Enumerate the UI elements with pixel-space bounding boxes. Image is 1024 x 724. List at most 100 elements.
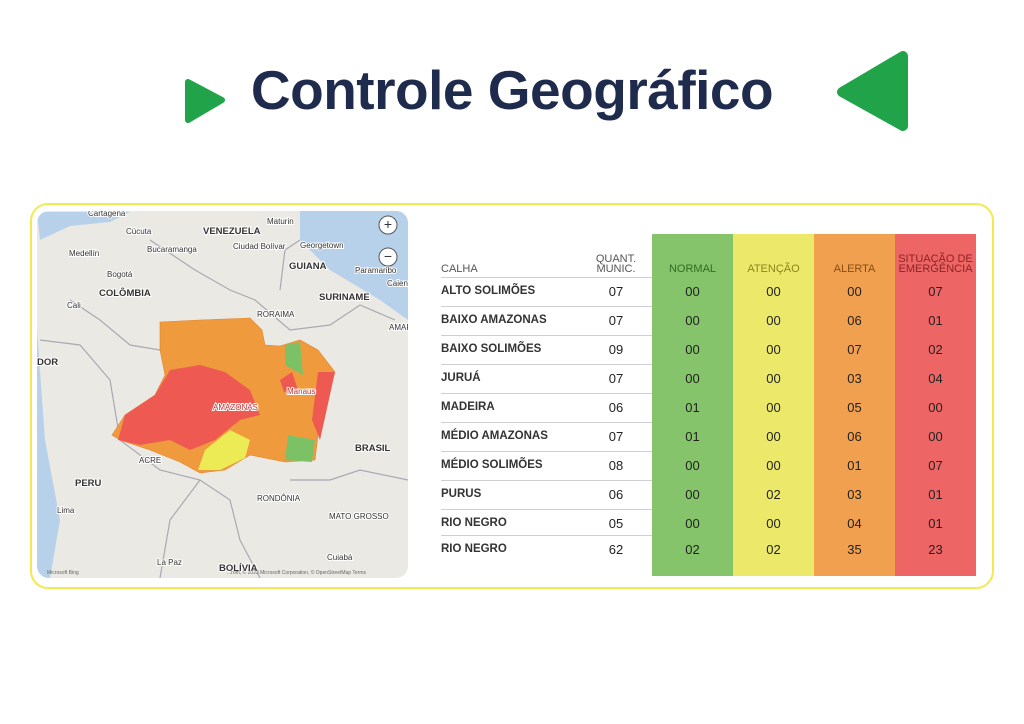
table-cell: 00 xyxy=(685,457,700,473)
map-label: La Paz xyxy=(157,558,182,567)
map-label: Paramaribo xyxy=(355,266,397,275)
row-label: RIO NEGRO xyxy=(441,543,507,555)
map-label: Manaus xyxy=(287,387,315,396)
zoom-in-icon[interactable]: + xyxy=(384,216,392,232)
map-label: RONDÔNIA xyxy=(257,494,301,503)
region-emergencia xyxy=(118,365,260,450)
zoom-out[interactable] xyxy=(378,247,398,267)
ocean xyxy=(300,211,408,320)
column-header: SITUAÇÃO DE EMERGÊNCIA xyxy=(898,253,973,275)
table-cell: 05 xyxy=(608,515,624,531)
table-cell: 00 xyxy=(766,283,781,299)
table-cell: 02 xyxy=(766,486,781,502)
map-shapes xyxy=(37,211,408,578)
ocean xyxy=(37,330,60,578)
panel xyxy=(30,203,994,589)
map-label: Cuiabá xyxy=(327,553,353,562)
row-separator xyxy=(441,422,652,423)
row-label: PURUS xyxy=(441,488,482,500)
column-header: CALHA xyxy=(441,263,478,275)
table-cell: 04 xyxy=(847,515,862,531)
map-attribution[interactable]: ...rom, © 2023 Microsoft Corporation, © … xyxy=(227,569,366,576)
borders xyxy=(39,239,408,578)
table-cell: 35 xyxy=(847,541,862,557)
map-label: Bogotá xyxy=(107,270,133,279)
zoom-out-icon[interactable]: − xyxy=(384,248,392,264)
map-label: Cali xyxy=(67,301,81,310)
table-cell: 07 xyxy=(608,312,624,328)
page-title: Controle Geográfico xyxy=(250,59,774,121)
region-normal xyxy=(285,435,315,462)
data-table: CALHA QUANT. MUNIC. NORMAL ATENÇÃO ALERTA SIT… xyxy=(436,234,977,576)
table-cell: 07 xyxy=(847,341,862,357)
table-cell: 00 xyxy=(766,457,781,473)
map-label: Caiena xyxy=(387,279,408,288)
map-label: Georgetown xyxy=(300,241,344,250)
map-label: PERU xyxy=(75,478,102,489)
table-cell: 00 xyxy=(847,283,862,299)
table-cell: 03 xyxy=(847,370,862,386)
table-cell: 06 xyxy=(847,428,862,444)
map-label: SURINAME xyxy=(319,292,370,303)
table-cell: 07 xyxy=(608,370,624,386)
table-cell: 02 xyxy=(928,341,943,357)
row-separator xyxy=(441,480,652,481)
column-header: ATENÇÃO xyxy=(747,263,800,275)
map-label: VENEZUELA xyxy=(203,226,261,237)
row-separator xyxy=(441,306,652,307)
row-label: RIO NEGRO xyxy=(441,517,507,529)
row-label: MADEIRA xyxy=(441,401,495,413)
zoom-in[interactable] xyxy=(378,215,398,235)
table-cell: 01 xyxy=(928,515,943,531)
map-labels: Cartagena Cúcuta VENEZUELA Maturin Georgetow… xyxy=(37,211,408,575)
table-cell: 01 xyxy=(685,428,700,444)
column-header: NORMAL xyxy=(668,263,717,275)
table-cell: 23 xyxy=(928,541,943,557)
map: Cartagena Cúcuta VENEZUELA Maturin Georgetow… xyxy=(37,211,408,578)
table-cell: 07 xyxy=(608,283,624,299)
status-column xyxy=(814,234,895,576)
status-column xyxy=(895,234,976,576)
ocean xyxy=(37,212,130,240)
region-emergencia xyxy=(312,372,335,440)
row-separator xyxy=(441,364,652,365)
status-column xyxy=(652,234,733,576)
table-cell: 00 xyxy=(685,283,700,299)
row-label: MÉDIO AMAZONAS xyxy=(441,430,548,442)
map-label: AMAZONAS xyxy=(213,403,258,412)
table-cell: 00 xyxy=(685,515,700,531)
row-separator xyxy=(441,393,652,394)
row-separator xyxy=(441,451,652,452)
map-label: Ciudad Bolívar xyxy=(233,242,286,251)
table-cell: 62 xyxy=(608,541,624,557)
arrow-left xyxy=(185,79,225,123)
table-cell: 00 xyxy=(766,341,781,357)
table-cell: 09 xyxy=(608,341,624,357)
row-label: BAIXO SOLIMÕES xyxy=(441,343,542,355)
table-cell: 00 xyxy=(685,486,700,502)
map-label: Medellín xyxy=(69,249,99,258)
table-cell: 07 xyxy=(928,283,943,299)
row-label: JURUÁ xyxy=(441,372,481,384)
table-cell: 07 xyxy=(928,457,943,473)
map-label: BRASIL xyxy=(355,443,391,454)
table-cell: 06 xyxy=(608,399,624,415)
table-cell: 00 xyxy=(685,370,700,386)
table-cell: 07 xyxy=(608,428,624,444)
map-brand: Microsoft Bing xyxy=(47,570,79,576)
table-cell: 00 xyxy=(766,399,781,415)
table-cell: 00 xyxy=(928,428,943,444)
map-label: AMAP xyxy=(389,323,408,332)
map-label: MATO GROSSO xyxy=(329,512,389,521)
table-cell: 00 xyxy=(766,515,781,531)
row-separator xyxy=(441,277,652,278)
table-cell: 08 xyxy=(608,457,624,473)
map-label: ACRE xyxy=(139,456,161,465)
table-cell: 00 xyxy=(928,399,943,415)
table-cell: 06 xyxy=(608,486,624,502)
map-label: RORAIMA xyxy=(257,310,295,319)
map-label: Lima xyxy=(57,506,75,515)
map-label: BOLÍVIA xyxy=(219,563,258,574)
